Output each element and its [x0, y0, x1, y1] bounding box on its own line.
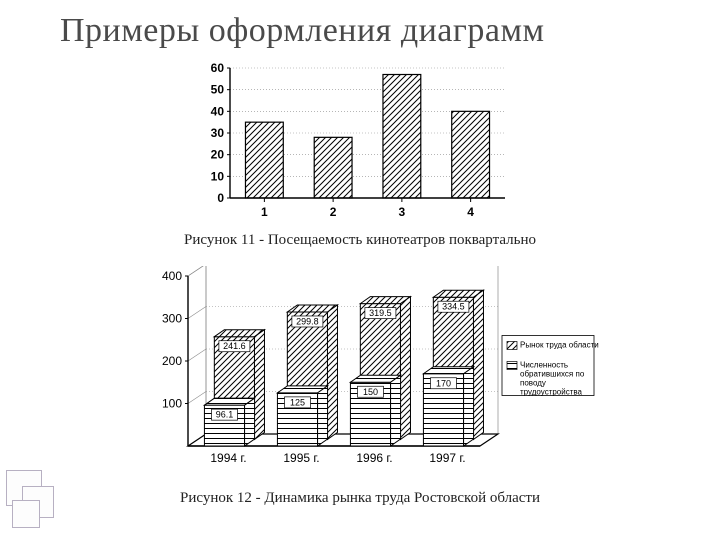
legend-swatch — [507, 342, 517, 350]
x-tick-label: 1994 г. — [210, 451, 246, 465]
x-tick-label: 1997 г. — [429, 451, 465, 465]
legend-label: обратившихся по — [520, 370, 585, 379]
chart-1-caption: Рисунок 11 - Посещаемость кинотеатров по… — [130, 232, 590, 249]
y-tick-label: 20 — [211, 148, 225, 162]
chart-2-caption: Рисунок 12 - Динамика рынка труда Ростов… — [130, 490, 590, 507]
y-tick-label: 30 — [211, 126, 225, 140]
y-tick-label: 10 — [211, 169, 225, 183]
x-tick-label: 1996 г. — [356, 451, 392, 465]
x-tick-label: 1995 г. — [283, 451, 319, 465]
bar-value: 241.6 — [223, 341, 246, 351]
bar-value: 150 — [363, 387, 378, 397]
legend-label: поводу — [520, 379, 546, 388]
x-tick-label: 1 — [261, 205, 268, 219]
chart-1: 0 10 20 30 40 50 60 1 2 3 4 — [185, 62, 515, 222]
y-tick-label: 60 — [211, 62, 225, 75]
y-tick-label: 400 — [162, 269, 182, 283]
legend-label: Численность — [520, 361, 568, 370]
y-tick-label: 50 — [211, 83, 225, 97]
y-tick-label: 200 — [162, 354, 182, 368]
chart-2: 100 200 300 400 241.6 299.8 319.5 334.5 96.1 125 1… — [140, 266, 600, 476]
bar — [314, 137, 352, 198]
bar-value: 170 — [436, 378, 451, 388]
y-tick-label: 0 — [217, 191, 224, 205]
y-tick-label: 100 — [162, 397, 182, 411]
y-tick-label: 300 — [162, 312, 182, 326]
bar — [383, 75, 421, 199]
legend-label: трудоустройства — [520, 388, 583, 397]
bar-value: 334.5 — [442, 302, 465, 312]
legend-label: Рынок труда области — [520, 341, 599, 350]
bar-value: 299.8 — [296, 316, 319, 326]
slide-side-decoration — [0, 0, 52, 540]
bar-value: 96.1 — [216, 410, 234, 420]
x-tick-label: 4 — [467, 205, 474, 219]
bar-value: 125 — [290, 397, 305, 407]
bar — [245, 122, 283, 198]
x-tick-label: 3 — [399, 205, 406, 219]
bar-value: 319.5 — [369, 308, 392, 318]
y-tick-label: 40 — [211, 104, 225, 118]
x-tick-label: 2 — [330, 205, 337, 219]
bar — [452, 111, 490, 198]
legend-swatch — [507, 362, 517, 370]
page-title: Примеры оформления диаграмм — [60, 12, 700, 50]
